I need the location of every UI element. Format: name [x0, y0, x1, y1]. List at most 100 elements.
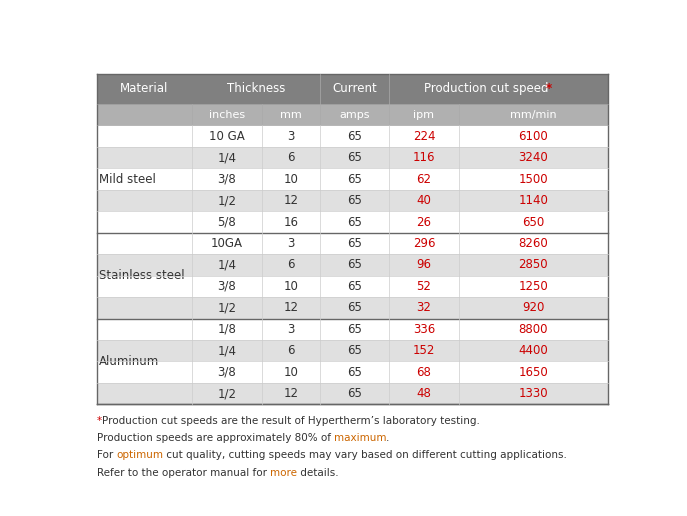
Text: 1650: 1650 — [518, 366, 548, 379]
Text: 2850: 2850 — [518, 259, 548, 271]
Text: 116: 116 — [413, 151, 436, 164]
Bar — [96, 254, 608, 276]
Text: 650: 650 — [522, 216, 544, 229]
Text: 68: 68 — [416, 366, 431, 379]
Text: *: * — [96, 416, 102, 426]
Text: 3/8: 3/8 — [218, 366, 236, 379]
Bar — [96, 383, 608, 405]
Text: 10 GA: 10 GA — [209, 130, 245, 143]
Text: mm/min: mm/min — [510, 109, 556, 120]
Text: 96: 96 — [416, 259, 431, 271]
Text: Aluminum: Aluminum — [99, 355, 159, 368]
Text: 1/4: 1/4 — [218, 151, 236, 164]
Text: 8800: 8800 — [519, 323, 548, 336]
Text: Material: Material — [120, 82, 168, 95]
Bar — [96, 297, 608, 318]
Text: 65: 65 — [348, 173, 362, 186]
Text: 3/8: 3/8 — [218, 280, 236, 293]
Text: amps: amps — [339, 109, 370, 120]
Text: 52: 52 — [416, 280, 431, 293]
Bar — [96, 74, 608, 104]
Text: 224: 224 — [413, 130, 436, 143]
Text: 1500: 1500 — [518, 173, 548, 186]
Text: Stainless steel: Stainless steel — [99, 269, 185, 282]
Text: 10: 10 — [284, 366, 298, 379]
Text: 65: 65 — [348, 130, 362, 143]
Text: 336: 336 — [413, 323, 435, 336]
Bar — [96, 233, 608, 254]
Text: Production speeds are approximately 80% of: Production speeds are approximately 80% … — [96, 433, 334, 443]
Bar — [96, 362, 608, 383]
Text: 1/4: 1/4 — [218, 344, 236, 357]
Text: 65: 65 — [348, 387, 362, 400]
Text: 3: 3 — [287, 130, 295, 143]
Text: Production cut speeds are the result of Hypertherm’s laboratory testing.: Production cut speeds are the result of … — [102, 416, 480, 426]
Text: Refer to the operator manual for: Refer to the operator manual for — [96, 467, 270, 478]
Text: 1140: 1140 — [518, 194, 548, 207]
Text: 6: 6 — [287, 259, 295, 271]
Text: 1/8: 1/8 — [218, 323, 236, 336]
Text: *: * — [546, 82, 552, 95]
Bar — [96, 147, 608, 168]
Text: 26: 26 — [416, 216, 431, 229]
Text: 920: 920 — [522, 301, 544, 314]
Text: Mild steel: Mild steel — [99, 173, 156, 186]
Text: 3/8: 3/8 — [218, 173, 236, 186]
Text: Thickness: Thickness — [227, 82, 285, 95]
Text: more: more — [270, 467, 297, 478]
Text: 10GA: 10GA — [211, 237, 243, 250]
Bar — [96, 318, 608, 340]
Text: 62: 62 — [416, 173, 431, 186]
Text: 1/4: 1/4 — [218, 259, 236, 271]
Text: 65: 65 — [348, 323, 362, 336]
Text: 1250: 1250 — [518, 280, 548, 293]
Bar — [96, 340, 608, 362]
Text: For: For — [96, 450, 116, 460]
Text: inches: inches — [209, 109, 245, 120]
Bar — [96, 212, 608, 233]
Text: 65: 65 — [348, 366, 362, 379]
Bar — [96, 168, 608, 190]
Text: 12: 12 — [283, 301, 298, 314]
Text: 65: 65 — [348, 280, 362, 293]
Text: 65: 65 — [348, 301, 362, 314]
Text: 40: 40 — [416, 194, 431, 207]
Text: cut quality, cutting speeds may vary based on different cutting applications.: cut quality, cutting speeds may vary bas… — [163, 450, 567, 460]
Text: 4400: 4400 — [518, 344, 548, 357]
Text: Current: Current — [333, 82, 377, 95]
Text: 3: 3 — [287, 323, 295, 336]
Text: 1/2: 1/2 — [218, 194, 236, 207]
Text: 3: 3 — [287, 237, 295, 250]
Text: 32: 32 — [416, 301, 431, 314]
Text: details.: details. — [297, 467, 339, 478]
Text: 65: 65 — [348, 216, 362, 229]
Text: ipm: ipm — [414, 109, 434, 120]
Text: 65: 65 — [348, 194, 362, 207]
Text: 12: 12 — [283, 387, 298, 400]
Text: Production cut speed: Production cut speed — [424, 82, 552, 95]
Text: 10: 10 — [284, 173, 298, 186]
Text: mm: mm — [280, 109, 302, 120]
Text: 48: 48 — [416, 387, 431, 400]
Text: 16: 16 — [283, 216, 298, 229]
Text: 3240: 3240 — [518, 151, 548, 164]
Text: 6: 6 — [287, 151, 295, 164]
Bar — [96, 190, 608, 212]
Text: .: . — [386, 433, 390, 443]
Text: 296: 296 — [413, 237, 436, 250]
Text: 6100: 6100 — [518, 130, 548, 143]
Text: 1/2: 1/2 — [218, 301, 236, 314]
Text: 65: 65 — [348, 344, 362, 357]
Text: 6: 6 — [287, 344, 295, 357]
Bar — [96, 276, 608, 297]
Text: optimum: optimum — [116, 450, 163, 460]
Text: 12: 12 — [283, 194, 298, 207]
Bar — [96, 125, 608, 147]
Text: 65: 65 — [348, 151, 362, 164]
Text: 65: 65 — [348, 237, 362, 250]
Bar — [96, 104, 608, 125]
Text: maximum: maximum — [334, 433, 386, 443]
Text: 10: 10 — [284, 280, 298, 293]
Text: 1330: 1330 — [518, 387, 548, 400]
Text: 8260: 8260 — [518, 237, 548, 250]
